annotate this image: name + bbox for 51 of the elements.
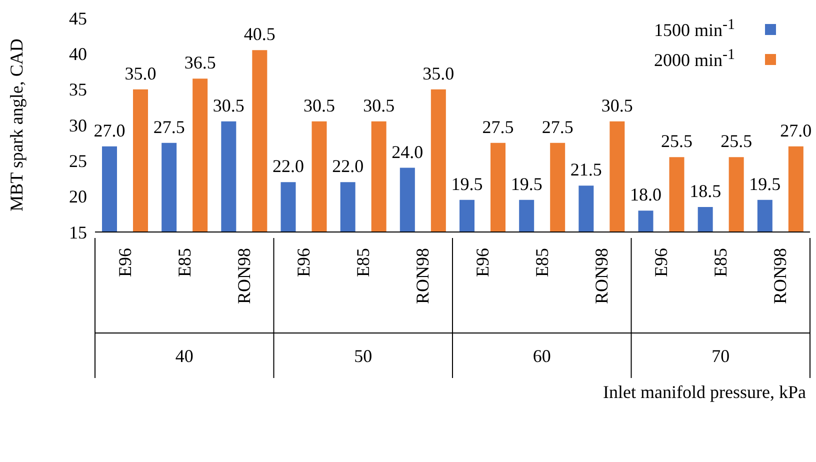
text: 60 bbox=[532, 346, 551, 366]
x-tick-label: RON98 bbox=[234, 248, 254, 304]
data-label: 19.5 bbox=[749, 174, 781, 194]
data-label: 27.0 bbox=[94, 120, 126, 140]
x-tick-label: RON98 bbox=[412, 248, 433, 304]
text: 70 bbox=[712, 346, 730, 366]
x-tick-label: E85 bbox=[174, 248, 194, 277]
y-axis-title: MBT spark angle, CAD bbox=[6, 38, 26, 212]
data-label: 35.0 bbox=[124, 63, 156, 84]
data-label: 25.5 bbox=[720, 131, 752, 152]
data-label: 27.0 bbox=[780, 120, 812, 140]
legend-label: 2000 min$^{-1}$ bbox=[654, 47, 735, 71]
data-label: 40.5 bbox=[244, 24, 276, 44]
text: 40 bbox=[175, 346, 194, 366]
y-tick-label: 25 bbox=[69, 151, 87, 172]
data-label: 30.5 bbox=[601, 95, 633, 116]
x-tick-label: E96 bbox=[114, 248, 135, 277]
text: 50 bbox=[354, 346, 372, 366]
data-label: 27.5 bbox=[153, 116, 185, 137]
data-label: 19.5 bbox=[451, 174, 483, 194]
data-label: 30.5 bbox=[304, 95, 335, 116]
data-label: 35.0 bbox=[422, 63, 454, 84]
y-tick-label: 40 bbox=[69, 44, 87, 64]
x-tick-label: RON98 bbox=[591, 248, 612, 304]
data-label: 22.0 bbox=[332, 156, 364, 176]
y-tick-label: 45 bbox=[69, 8, 87, 28]
x-tick-label: RON98 bbox=[770, 248, 790, 304]
y-tick-label: 30 bbox=[69, 115, 87, 136]
data-label: 27.5 bbox=[542, 116, 574, 137]
data-label: 19.5 bbox=[510, 174, 542, 194]
data-label: 18.5 bbox=[690, 181, 722, 202]
data-label: 30.5 bbox=[363, 95, 395, 116]
data-label: 36.5 bbox=[184, 52, 216, 73]
y-tick-label: 20 bbox=[69, 186, 87, 207]
data-label: 21.5 bbox=[570, 160, 602, 180]
data-label: 27.5 bbox=[482, 116, 514, 137]
y-tick-label: 35 bbox=[69, 80, 87, 100]
data-label: 30.5 bbox=[212, 95, 244, 116]
legend-label: 1500 min$^{-1}$ bbox=[654, 17, 735, 41]
data-label: 22.0 bbox=[272, 156, 304, 176]
x-tick-label: E96 bbox=[294, 248, 314, 277]
data-label: 18.0 bbox=[630, 184, 662, 205]
x-tick-label: E96 bbox=[651, 248, 672, 277]
x-tick-label: E85 bbox=[710, 248, 731, 277]
data-label: 24.0 bbox=[392, 142, 424, 162]
y-tick-label: 15 bbox=[69, 222, 87, 242]
data-label: 25.5 bbox=[661, 131, 692, 152]
x-axis-title: Inlet manifold pressure, kPa bbox=[603, 382, 806, 402]
x-tick-label: E96 bbox=[472, 248, 492, 277]
x-tick-label: E85 bbox=[532, 248, 552, 277]
x-tick-label: E85 bbox=[353, 248, 374, 277]
